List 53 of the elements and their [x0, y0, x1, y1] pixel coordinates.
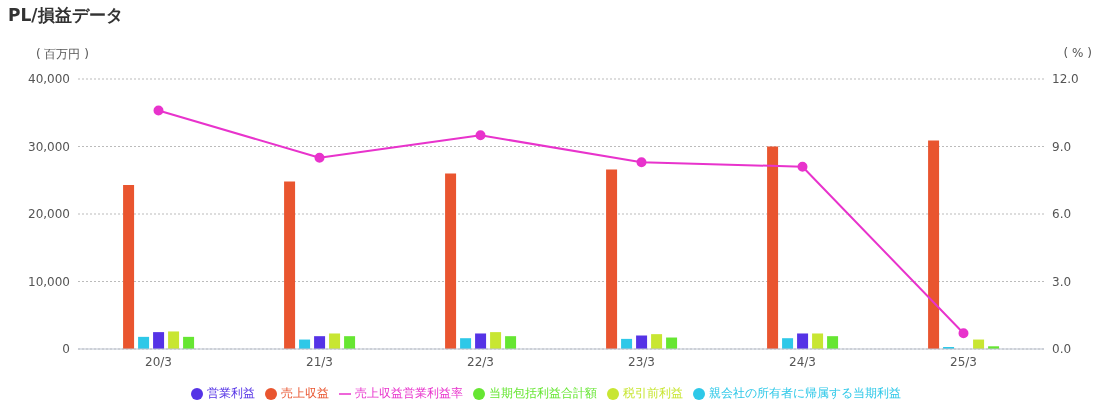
legend-label: 当期包括利益合計額: [489, 386, 597, 400]
x-tick-label: 23/3: [628, 354, 655, 369]
point: [636, 157, 647, 168]
bar: [827, 336, 839, 349]
bar: [797, 333, 809, 349]
y-tick-label: 20,000: [28, 207, 70, 222]
bar: [651, 334, 663, 349]
bar: [329, 333, 341, 349]
bar: [767, 146, 779, 349]
y2-axis-title: ( % ): [1063, 46, 1092, 60]
x-tick-label: 21/3: [306, 354, 333, 369]
point: [797, 161, 808, 172]
bar: [490, 332, 502, 349]
bar: [782, 338, 794, 349]
bar: [812, 333, 824, 349]
y-tick-label: 30,000: [28, 139, 70, 154]
y2-tick-label: 6.0: [1052, 207, 1072, 222]
bar: [183, 336, 195, 349]
bar: [314, 336, 326, 349]
bar: [284, 181, 296, 349]
point: [153, 105, 164, 116]
point: [314, 152, 325, 163]
legend-label: 営業利益: [207, 386, 255, 400]
legend-label: 売上収益営業利益率: [355, 386, 463, 400]
y2-tick-label: 3.0: [1052, 274, 1072, 289]
x-tick-label: 20/3: [145, 354, 172, 369]
bar: [460, 338, 472, 349]
legend-label: 売上収益: [281, 386, 329, 400]
bar: [606, 169, 618, 349]
bar: [344, 336, 356, 349]
y2-tick-label: 9.0: [1052, 139, 1072, 154]
bar: [123, 184, 135, 349]
chart-title: PL/損益データ: [8, 4, 124, 27]
point: [958, 328, 969, 339]
y2-tick-label: 12.0: [1052, 72, 1079, 87]
bar: [505, 336, 517, 349]
x-tick-label: 25/3: [950, 354, 977, 369]
bar: [928, 140, 940, 349]
point: [475, 130, 486, 141]
legend-label: 親会社の所有者に帰属する当期利益: [709, 386, 901, 400]
bar: [475, 333, 487, 349]
x-tick-label: 24/3: [789, 354, 816, 369]
y2-tick-label: 0.0: [1052, 342, 1072, 357]
y-tick-label: 40,000: [28, 72, 70, 87]
y-axis-title: ( 百万円 ): [36, 46, 89, 63]
x-tick-label: 22/3: [467, 354, 494, 369]
y-tick-label: 0: [62, 342, 70, 357]
bar: [138, 336, 150, 349]
y-tick-label: 10,000: [28, 274, 70, 289]
legend-label: 税引前利益: [623, 386, 683, 400]
bar: [445, 173, 457, 349]
bar: [168, 331, 180, 349]
bar: [153, 332, 165, 349]
